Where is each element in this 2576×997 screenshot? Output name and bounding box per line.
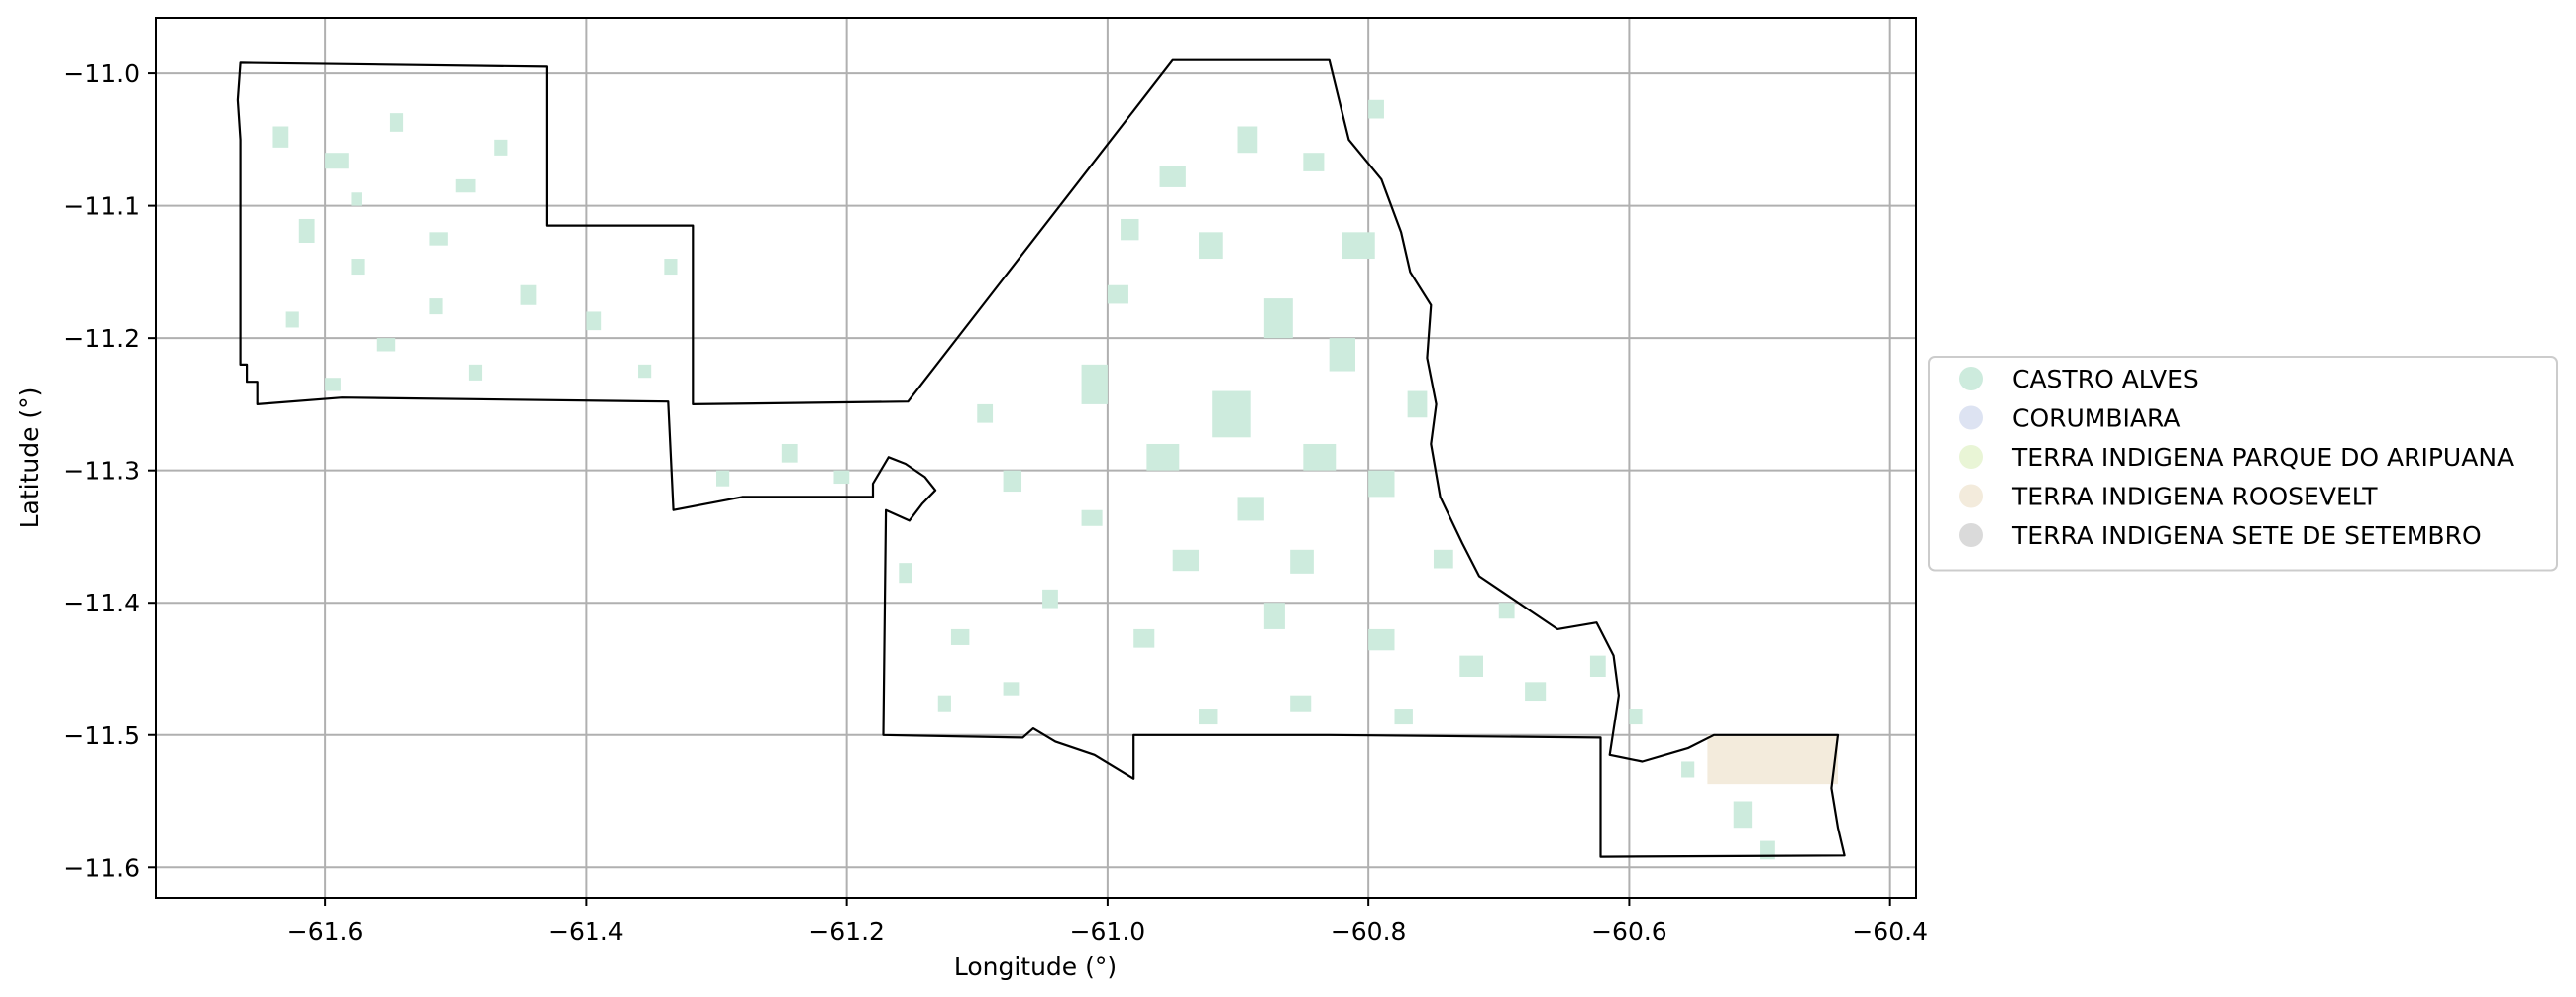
legend: CASTRO ALVES CORUMBIARA TERRA INDIGENA PAR… xyxy=(1928,356,2558,572)
castro-alves-patch xyxy=(950,628,970,645)
castro-alves-patch xyxy=(1589,655,1606,677)
castro-alves-patch xyxy=(1407,390,1428,418)
castro-alves-patch xyxy=(1290,549,1314,574)
castro-alves-patch xyxy=(1303,443,1337,471)
castro-alves-patch xyxy=(272,126,289,148)
castro-alves-patch xyxy=(586,311,602,331)
castro-alves-patch xyxy=(468,364,483,381)
legend-marker xyxy=(1959,367,1983,390)
castro-alves-patch xyxy=(351,259,365,276)
castro-alves-patch xyxy=(325,378,341,391)
castro-alves-patch xyxy=(1394,709,1413,725)
castro-alves-patch xyxy=(1368,628,1395,651)
castro-alves-patch xyxy=(1042,589,1058,609)
castro-alves-patch xyxy=(1212,390,1251,438)
municipality-boundary xyxy=(236,58,1846,858)
castro-alves-patch xyxy=(1263,603,1285,629)
plot-frame xyxy=(155,17,1917,899)
castro-alves-patch xyxy=(1146,443,1180,471)
castro-alves-patch xyxy=(1159,166,1186,187)
y-tick-label: −11.1 xyxy=(63,192,140,221)
castro-alves-patch xyxy=(977,403,994,423)
castro-alves-patch xyxy=(1459,655,1483,677)
castro-alves-patch xyxy=(1237,497,1264,521)
castro-alves-patch xyxy=(664,259,678,276)
y-tick-label: −11.2 xyxy=(63,324,140,353)
castro-alves-patch xyxy=(1342,232,1375,260)
y-tick-label: −11.6 xyxy=(63,853,140,882)
y-tick-label: −11.3 xyxy=(63,457,140,486)
x-tick-label: −61.2 xyxy=(808,917,885,945)
castro-alves-patch xyxy=(376,338,396,352)
castro-alves-patch xyxy=(833,470,850,485)
castro-alves-patch xyxy=(781,443,798,463)
y-axis-title: Latitude (°) xyxy=(15,388,44,529)
castro-alves-patch xyxy=(520,284,537,305)
legend-label: CASTRO ALVES xyxy=(2012,365,2199,393)
x-axis-ticks: −61.6 −61.4 −61.2 −61.0 −60.8 −60.6 −60.4 xyxy=(287,898,1928,945)
castro-alves-patch xyxy=(1681,761,1695,778)
x-tick-label: −61.6 xyxy=(287,917,364,945)
castro-alves-patch xyxy=(716,470,730,487)
y-tick-label: −11.4 xyxy=(63,589,140,617)
castro-alves-patch xyxy=(1133,628,1155,648)
x-tick-label: −60.4 xyxy=(1852,917,1928,945)
castro-alves-patch xyxy=(1263,298,1293,339)
castro-alves-patch xyxy=(1003,682,1020,696)
castro-alves-patch xyxy=(899,563,912,584)
castro-alves-patch xyxy=(1733,801,1753,829)
castro-alves-patch xyxy=(1121,218,1139,241)
legend-label: TERRA INDIGENA SETE DE SETEMBRO xyxy=(2011,521,2482,550)
castro-alves-patch xyxy=(1629,709,1643,725)
legend-label: CORUMBIARA xyxy=(2012,404,2180,433)
y-axis-ticks: −11.0 −11.1 −11.2 −11.3 −11.4 −11.5 −11.6 xyxy=(63,59,156,882)
castro-alves-patch xyxy=(1081,509,1103,526)
legend-marker xyxy=(1959,484,1983,508)
castro-alves-patch xyxy=(1498,603,1515,619)
castro-alves-patch xyxy=(1525,682,1547,702)
x-tick-label: −61.0 xyxy=(1070,917,1146,945)
castro-alves-patch xyxy=(429,298,443,315)
x-tick-label: −60.6 xyxy=(1591,917,1667,945)
y-tick-label: −11.5 xyxy=(63,721,140,750)
castro-alves-patch xyxy=(325,153,349,169)
castro-alves-patch xyxy=(1368,99,1384,119)
grid-lines xyxy=(156,18,1916,898)
x-axis-title: Longitude (°) xyxy=(954,952,1117,981)
castro-alves-patch xyxy=(389,113,404,132)
x-tick-label: −60.8 xyxy=(1331,917,1407,945)
castro-alves-patch xyxy=(1107,284,1128,304)
castro-alves-patch xyxy=(937,695,951,712)
terra-indigena-roosevelt-area xyxy=(1707,734,1839,785)
y-tick-label: −11.0 xyxy=(63,59,140,88)
castro-alves-patch xyxy=(429,232,448,246)
castro-alves-patch xyxy=(1199,232,1223,260)
castro-alves-patch xyxy=(285,311,299,328)
legend-marker xyxy=(1959,523,1983,547)
castro-alves-patch xyxy=(1003,470,1022,493)
x-tick-label: −61.4 xyxy=(548,917,624,945)
castro-alves-patch xyxy=(1329,338,1355,372)
castro-alves-patch xyxy=(351,192,362,206)
legend-label: TERRA INDIGENA ROOSEVELT xyxy=(2011,483,2378,511)
castro-alves-patch xyxy=(455,178,476,193)
castro-alves-patch xyxy=(298,218,315,244)
castro-alves-patch xyxy=(494,139,508,156)
castro-alves-patch xyxy=(638,364,652,379)
castro-alves-patch xyxy=(1303,153,1325,171)
legend-box xyxy=(1928,356,2558,572)
map-layers xyxy=(236,58,1846,860)
legend-marker xyxy=(1959,445,1983,469)
castro-alves-patch xyxy=(1433,549,1453,569)
legend-label: TERRA INDIGENA PARQUE DO ARIPUANA xyxy=(2011,443,2514,472)
castro-alves-patch xyxy=(1290,695,1312,712)
castro-alves-patch xyxy=(1237,126,1258,154)
castro-alves-patch xyxy=(1199,709,1218,725)
castro-alves-patch xyxy=(1368,470,1395,498)
castro-alves-patch xyxy=(1081,364,1108,404)
castro-alves-patch xyxy=(1172,549,1200,572)
legend-marker xyxy=(1959,405,1983,430)
